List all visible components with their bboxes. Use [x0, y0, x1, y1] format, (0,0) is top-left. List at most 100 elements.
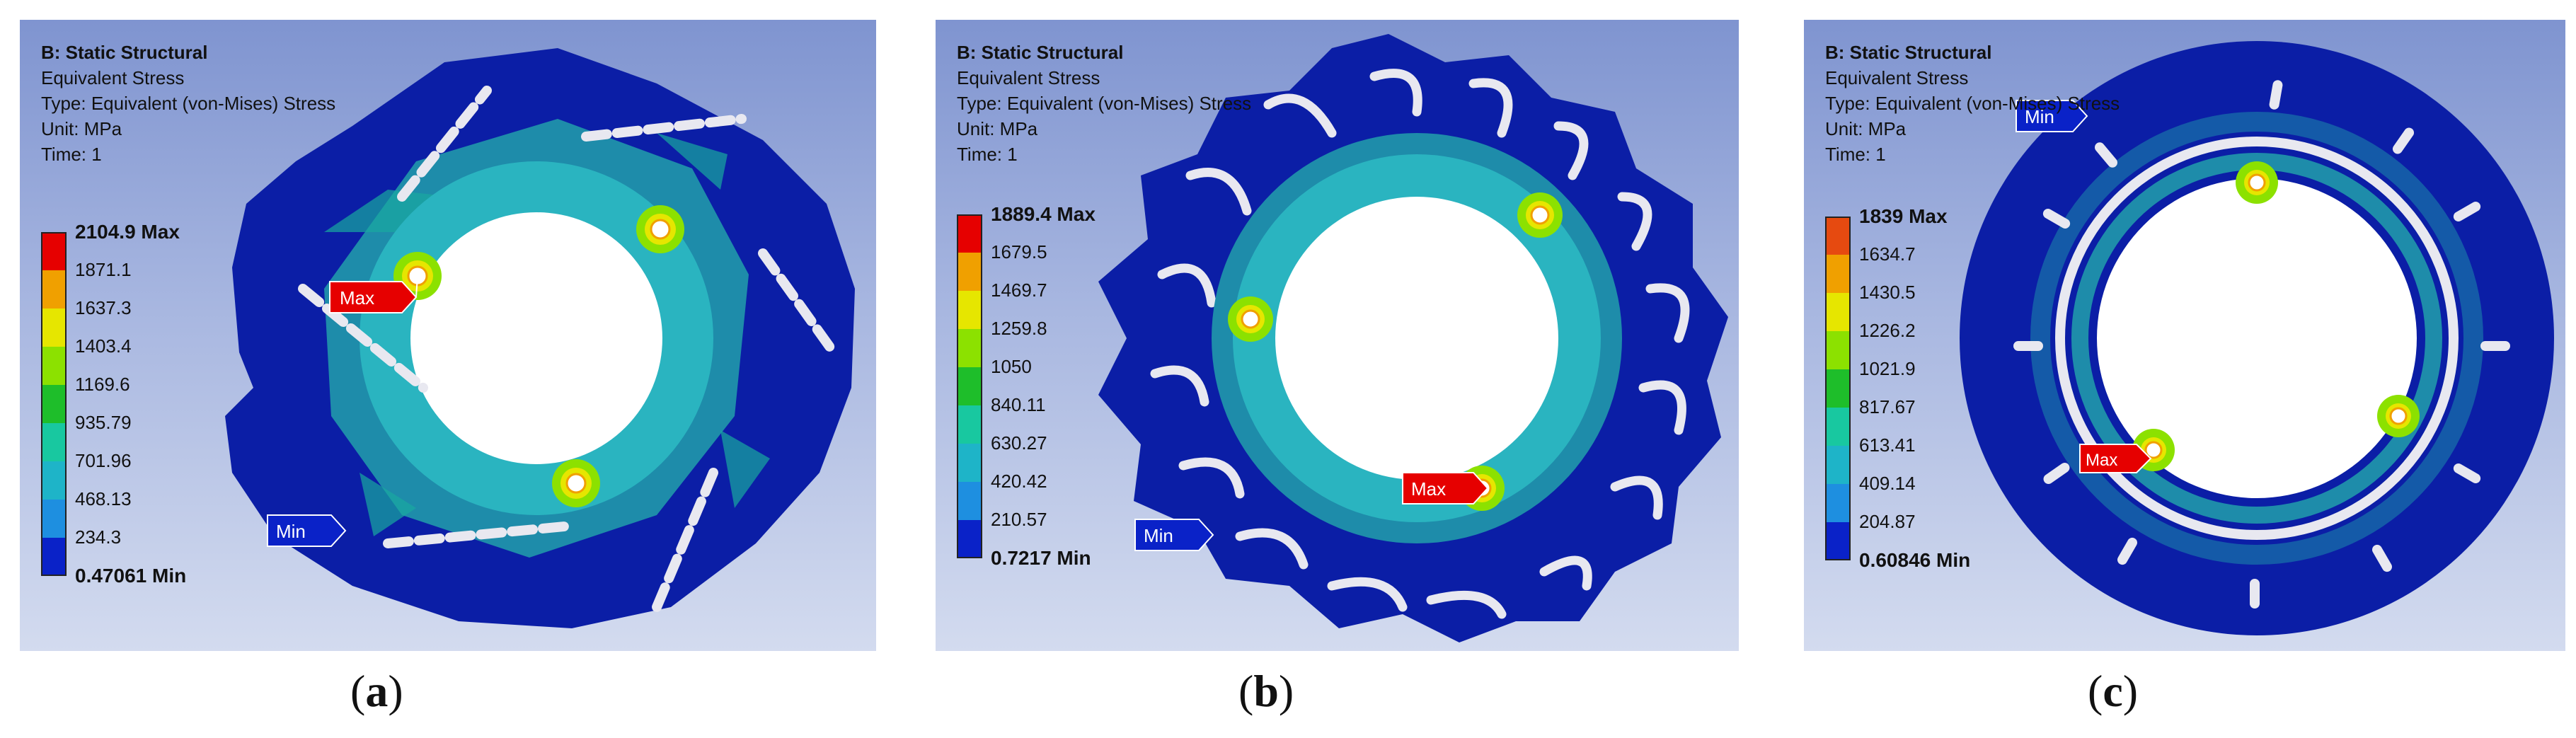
legend-value: 204.87 [1859, 511, 1916, 532]
caption-letter: c [2103, 666, 2123, 716]
legend-value: 1403.4 [75, 335, 132, 357]
gap-ring-c [2055, 137, 2459, 540]
legend-swatch [957, 291, 982, 329]
legend-value: 420.42 [991, 471, 1047, 492]
center-hole-a [410, 212, 662, 464]
mid-stress-web-a [324, 133, 770, 536]
legend-value: 1021.9 [1859, 358, 1916, 379]
panel-a: Max Min B: Static Structural Equivalent … [20, 20, 876, 651]
legend-value: 630.27 [991, 432, 1047, 454]
center-hole-b [1275, 197, 1558, 480]
legend-value: 1259.8 [991, 318, 1047, 339]
stress-contour-a: Max Min [225, 48, 855, 628]
legend-swatch [1825, 484, 1851, 522]
vent-slots-c [2013, 80, 2510, 609]
result-time: Time: 1 [957, 144, 1018, 165]
caption-letter: b [1253, 666, 1279, 716]
stress-contour-c: Max Min [1960, 41, 2554, 635]
legend-swatch [1825, 293, 1851, 331]
caption-b: (b) [1238, 665, 1294, 717]
analysis-title: B: Static Structural [1825, 42, 1992, 63]
legend-swatch [41, 500, 67, 538]
caption-paren-close: ) [2122, 666, 2139, 716]
legend-swatch [1825, 369, 1851, 408]
result-type: Type: Equivalent (von-Mises) Stress [957, 93, 1252, 114]
legend-max-value: 1839 Max [1859, 205, 1948, 227]
caption-paren-close: ) [388, 666, 403, 716]
legend-min-value: 0.47061 Min [75, 565, 187, 587]
min-marker-label-a: Min [276, 521, 306, 542]
vent-slots-a [298, 86, 839, 612]
legend-value: 409.14 [1859, 473, 1916, 494]
legend-value: 1634.7 [1859, 243, 1916, 265]
legend-value: 1430.5 [1859, 282, 1916, 303]
max-marker-a: Max [329, 275, 418, 313]
legend-swatch [1825, 408, 1851, 446]
legend-swatch [41, 385, 67, 423]
stress-contour-b: Max Min [1098, 34, 1728, 642]
result-header-b: B: Static Structural Equivalent Stress T… [957, 40, 1251, 167]
legend-swatch [957, 367, 982, 405]
result-unit: Unit: MPa [41, 118, 122, 139]
result-unit: Unit: MPa [1825, 118, 1907, 139]
center-hole-c [2097, 178, 2417, 498]
legend-value: 1169.6 [75, 374, 130, 395]
min-marker-label-c: Min [2025, 106, 2054, 127]
max-marker-c: Max [2079, 444, 2152, 473]
caption-paren-open: ( [350, 666, 366, 716]
legend-swatch [1825, 331, 1851, 369]
result-name: Equivalent Stress [41, 67, 185, 88]
min-marker-b: Min [1134, 519, 1214, 551]
legend-value: 1226.2 [1859, 320, 1916, 341]
min-marker-label-b: Min [1144, 525, 1173, 546]
caption-paren-open: ( [1238, 666, 1254, 716]
analysis-title: B: Static Structural [957, 42, 1124, 63]
legend-min-value: 0.60846 Min [1859, 549, 1971, 571]
legend-swatch [957, 214, 982, 253]
legend-value: 613.41 [1859, 434, 1916, 456]
legend-swatch [1825, 446, 1851, 484]
legend-value: 468.13 [75, 488, 132, 509]
legend-value: 935.79 [75, 412, 132, 433]
max-marker-label-b: Max [1411, 478, 1446, 500]
legend-swatch [957, 444, 982, 482]
curved-vanes-b [1150, 69, 1690, 619]
legend-swatch [957, 520, 982, 558]
legend-swatch [1825, 217, 1851, 255]
result-type: Type: Equivalent (von-Mises) Stress [1825, 93, 2120, 114]
legend-swatch [1825, 255, 1851, 293]
result-header-a: B: Static Structural Equivalent Stress T… [41, 40, 335, 167]
result-name: Equivalent Stress [1825, 67, 1969, 88]
result-time: Time: 1 [1825, 144, 1886, 165]
legend-max-value: 2104.9 Max [75, 221, 180, 243]
max-marker-label-a: Max [340, 287, 374, 309]
result-header-c: B: Static Structural Equivalent Stress T… [1825, 40, 2120, 167]
result-type: Type: Equivalent (von-Mises) Stress [41, 93, 336, 114]
legend-value: 1679.5 [991, 241, 1047, 263]
max-marker-b: Max [1402, 472, 1489, 505]
legend-swatch [41, 347, 67, 385]
panel-c: Max Min B: Static Structural Equivalent … [1804, 20, 2565, 651]
result-time: Time: 1 [41, 144, 102, 165]
legend-swatch [41, 270, 67, 309]
legend-swatch [41, 538, 67, 576]
legend-swatch [41, 423, 67, 461]
min-marker-c: Min [2016, 100, 2088, 132]
min-marker-a: Min [267, 514, 347, 547]
result-name: Equivalent Stress [957, 67, 1100, 88]
legend-value: 210.57 [991, 509, 1047, 530]
legend-value: 234.3 [75, 526, 122, 548]
legend-swatch [957, 253, 982, 291]
legend-min-value: 0.7217 Min [991, 547, 1091, 569]
legend-swatch [957, 482, 982, 520]
legend-swatch [41, 232, 67, 270]
max-marker-label-c: Max [2086, 451, 2117, 470]
analysis-title: B: Static Structural [41, 42, 208, 63]
legend-swatch [957, 329, 982, 367]
legend-swatch [957, 405, 982, 444]
bolt-holes-a [393, 205, 684, 507]
legend-swatch [41, 309, 67, 347]
panel-b: Max Min B: Static Structural Equivalent … [936, 20, 1739, 651]
caption-paren-close: ) [1278, 666, 1294, 716]
legend-value: 1871.1 [75, 259, 132, 280]
